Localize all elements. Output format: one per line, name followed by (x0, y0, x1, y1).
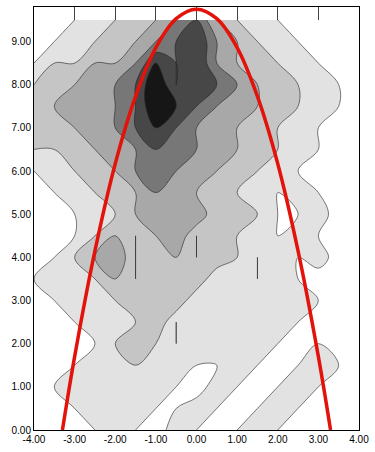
svg-text:1.00: 1.00 (227, 434, 247, 445)
svg-text:4.00: 4.00 (349, 434, 369, 445)
svg-text:1.00: 1.00 (12, 381, 32, 392)
svg-text:-3.00: -3.00 (63, 434, 86, 445)
svg-text:8.00: 8.00 (12, 79, 32, 90)
svg-text:6.00: 6.00 (12, 166, 32, 177)
svg-text:0.00: 0.00 (12, 425, 32, 436)
svg-text:5.00: 5.00 (12, 209, 32, 220)
svg-text:-1.00: -1.00 (144, 434, 167, 445)
svg-text:4.00: 4.00 (12, 252, 32, 263)
svg-text:2.00: 2.00 (268, 434, 288, 445)
svg-text:9.00: 9.00 (12, 36, 32, 47)
svg-text:3.00: 3.00 (309, 434, 329, 445)
svg-text:7.00: 7.00 (12, 122, 32, 133)
svg-text:-2.00: -2.00 (104, 434, 127, 445)
svg-text:2.00: 2.00 (12, 338, 32, 349)
svg-text:-4.00: -4.00 (23, 434, 46, 445)
svg-text:3.00: 3.00 (12, 295, 32, 306)
svg-text:0.00: 0.00 (187, 434, 207, 445)
